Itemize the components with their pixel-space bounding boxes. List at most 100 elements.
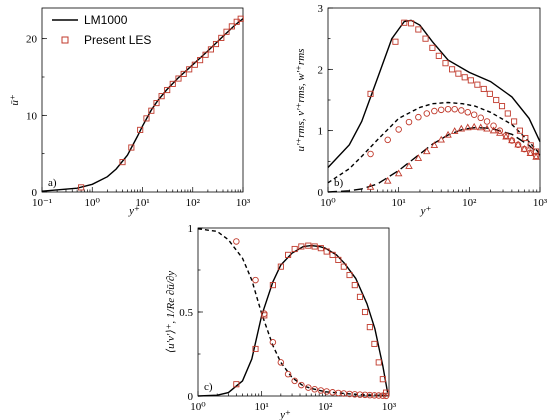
square-marker	[522, 134, 529, 142]
square-marker	[298, 243, 305, 250]
panel-c-shear-stress: 10⁰ 10¹ 10² 10³ 0 0.5 1 y⁺ ⟨u′v′⟩⁺, 1/Re ∂ū/∂y c)	[165, 223, 397, 420]
square-marker	[493, 96, 500, 104]
circle-marker	[415, 113, 422, 121]
circle-marker	[384, 136, 391, 144]
x-axis-label: y⁺	[128, 205, 140, 217]
series-line	[41, 18, 244, 192]
panel-b-rms-fluctuations: 10⁰ 10¹ 10² 10³ 0 1 2 3 y⁺ u′⁺rms, v′⁺rms, w′⁺rms…	[295, 3, 548, 217]
y-tick-label: 2	[318, 64, 324, 76]
circle-marker	[490, 122, 497, 130]
square-marker	[143, 115, 150, 122]
circle-marker	[395, 126, 402, 133]
series-line	[327, 101, 541, 184]
square-marker	[137, 126, 144, 133]
triangle-marker	[423, 147, 431, 155]
square-marker	[223, 28, 230, 35]
triangle-marker	[463, 123, 472, 131]
square-marker	[164, 86, 171, 94]
square-marker	[285, 251, 292, 258]
circle-marker	[284, 370, 292, 378]
y-tick-label: 0.5	[179, 307, 193, 319]
circle-marker	[311, 386, 318, 393]
square-marker	[148, 107, 155, 114]
circle-marker	[496, 127, 504, 134]
square-marker	[435, 52, 442, 59]
square-marker	[207, 46, 214, 53]
triangle-marker	[383, 176, 392, 184]
circle-marker	[379, 392, 387, 399]
circle-marker	[483, 118, 491, 125]
square-marker	[461, 74, 468, 81]
x-axis-label: y⁺	[420, 205, 432, 217]
square-marker	[351, 282, 358, 289]
square-marker	[498, 103, 506, 110]
triangle-marker	[532, 152, 540, 160]
square-marker	[474, 81, 481, 88]
square-marker	[269, 282, 276, 289]
square-marker	[367, 90, 374, 97]
x-tick-label: 10¹	[135, 197, 149, 209]
panel-label: c)	[204, 381, 213, 393]
square-marker	[408, 20, 415, 27]
circle-marker	[423, 110, 431, 117]
series-line	[197, 228, 388, 397]
x-tick-label: 10⁻¹	[32, 197, 52, 209]
triangle-marker	[450, 127, 459, 134]
square-marker	[415, 26, 422, 33]
square-marker	[392, 38, 399, 45]
x-tick-label: 10²	[462, 197, 477, 209]
legend-square-swatch	[61, 36, 69, 44]
square-marker	[467, 77, 474, 84]
square-marker	[371, 340, 378, 347]
triangle-marker	[470, 122, 478, 130]
series-line	[197, 244, 389, 397]
square-marker	[78, 184, 85, 191]
triangle-marker	[457, 124, 466, 132]
circle-marker	[269, 338, 277, 346]
legend-entry-label: LM1000	[84, 13, 128, 27]
x-tick-label: 10³	[533, 197, 548, 209]
circle-marker	[444, 105, 452, 113]
square-marker	[346, 271, 353, 279]
square-marker	[480, 85, 487, 93]
square-marker	[311, 243, 318, 250]
circle-marker	[375, 392, 382, 399]
square-marker	[366, 324, 373, 331]
square-marker	[186, 66, 193, 73]
circle-marker	[382, 392, 390, 400]
triangle-marker	[508, 136, 516, 144]
circle-marker	[405, 118, 413, 126]
square-marker	[317, 245, 324, 252]
legend: LM1000 Present LES	[52, 13, 151, 47]
circle-marker	[356, 391, 364, 398]
triangle-marker	[444, 130, 452, 138]
square-marker	[305, 242, 312, 249]
square-marker	[361, 308, 369, 316]
square-marker	[511, 118, 518, 125]
circle-marker	[277, 359, 285, 366]
y-tick-label: 0	[188, 391, 194, 403]
triangle-marker	[405, 162, 413, 169]
circle-marker	[431, 107, 438, 115]
circle-marker	[361, 391, 369, 399]
square-marker	[158, 93, 165, 100]
square-marker	[291, 245, 298, 253]
circle-marker	[437, 106, 445, 114]
triangle-marker	[496, 128, 504, 136]
square-marker	[191, 61, 198, 68]
square-marker	[128, 144, 135, 151]
square-marker	[153, 100, 160, 107]
x-tick-label: 10⁰	[190, 401, 206, 413]
y-tick-label: 10	[26, 110, 38, 122]
series-line	[327, 19, 541, 168]
triangle-marker	[414, 154, 423, 161]
square-marker	[169, 80, 176, 87]
square-marker	[119, 159, 126, 166]
x-tick-label: 10²	[318, 401, 333, 413]
square-marker	[375, 359, 382, 366]
triangle-marker	[489, 126, 498, 134]
square-marker	[252, 345, 259, 353]
y-tick-label: 0	[32, 187, 38, 199]
circle-marker	[291, 377, 298, 385]
